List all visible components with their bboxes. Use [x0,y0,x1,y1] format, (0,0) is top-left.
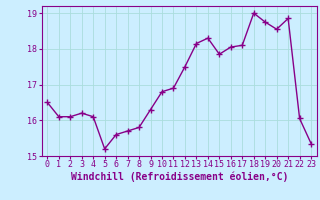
X-axis label: Windchill (Refroidissement éolien,°C): Windchill (Refroidissement éolien,°C) [70,172,288,182]
